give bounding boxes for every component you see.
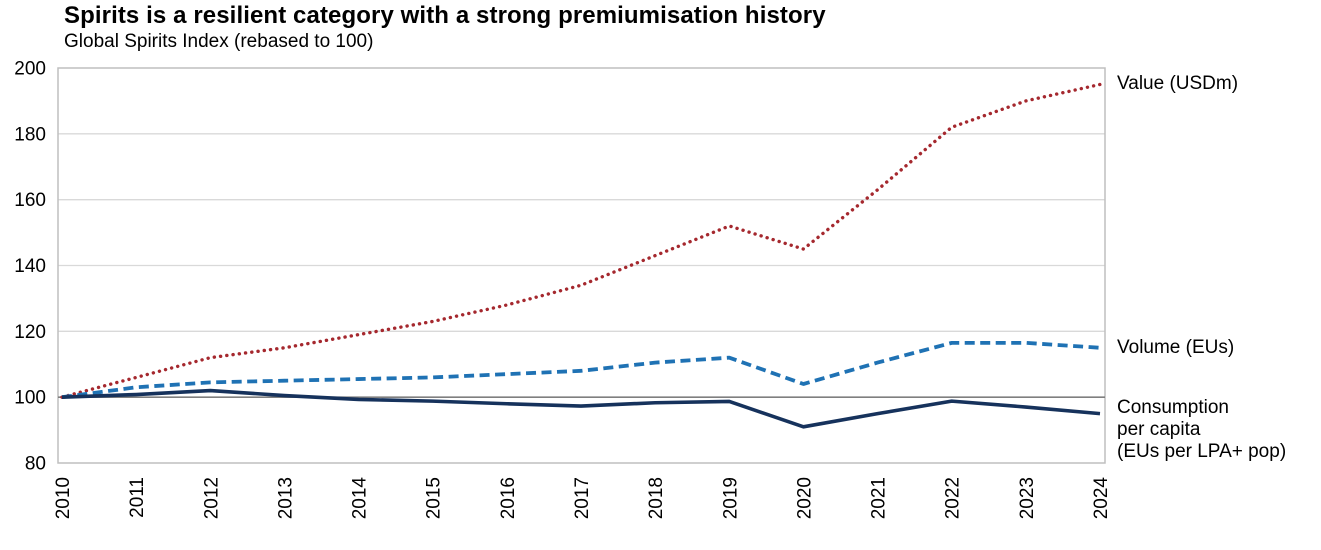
y-tick-label: 180: [14, 124, 46, 145]
x-tick-label: 2022: [943, 477, 964, 519]
series-label-line: Consumption: [1117, 396, 1229, 418]
x-tick-label: 2017: [572, 477, 593, 519]
series-label-consumption-per-capita-eus-per-lpa-pop: Consumption per capita (EUs per LPA+ pop): [1117, 397, 1286, 463]
x-tick-label: 2016: [498, 477, 519, 519]
x-tick-label: 2023: [1017, 477, 1038, 519]
x-tick-label: 2014: [350, 477, 371, 520]
series-label-value-usdm: Value (USDm): [1117, 73, 1238, 95]
x-tick-label: 2010: [53, 477, 74, 519]
series-label-line: Value (USDm): [1117, 73, 1239, 95]
series-label-line: per capita: [1117, 418, 1201, 440]
x-tick-label: 2015: [424, 477, 445, 519]
x-tick-label: 2020: [794, 477, 815, 519]
chart-subtitle: Global Spirits Index (rebased to 100): [64, 31, 374, 52]
y-tick-label: 140: [14, 256, 46, 277]
x-tick-label: 2019: [720, 477, 741, 519]
y-tick-label: 200: [14, 59, 46, 80]
y-tick-label: 100: [14, 388, 46, 409]
x-tick-label: 2013: [275, 477, 296, 519]
y-tick-label: 80: [25, 454, 46, 475]
x-tick-label: 2012: [201, 477, 222, 519]
series-label-line: Volume (EUs): [1117, 336, 1235, 358]
series-line-volume-eus: [61, 340, 1101, 400]
x-tick-label: 2018: [646, 477, 667, 519]
chart-title: Spirits is a resilient category with a s…: [64, 2, 826, 29]
plot-border: [57, 67, 1106, 464]
x-tick-label: 2024: [1091, 477, 1112, 520]
x-tick-label: 2021: [869, 477, 890, 519]
x-tick-label: 2011: [127, 477, 148, 518]
series-line-consumption-per-capita-eus-per-lpa-pop: [61, 388, 1101, 429]
series-line-value-usdm: [60, 82, 1102, 399]
series-label-volume-eus: Volume (EUs): [1117, 337, 1234, 359]
y-tick-label: 160: [14, 190, 46, 211]
y-tick-label: 120: [14, 322, 46, 343]
series-label-line: (EUs per LPA+ pop): [1117, 440, 1287, 462]
